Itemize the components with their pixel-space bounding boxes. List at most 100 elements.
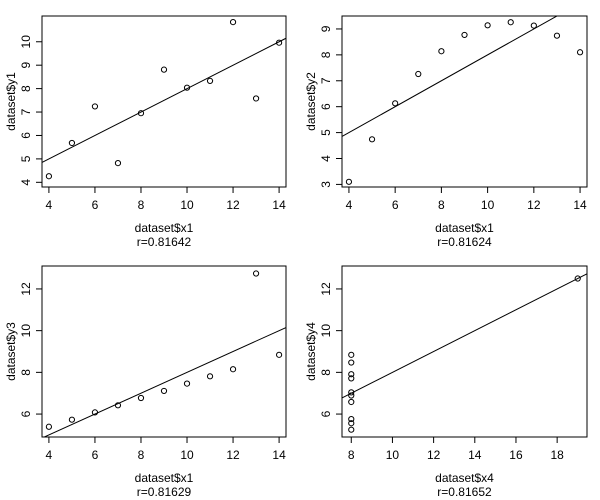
- y-tick-label: 10: [319, 324, 333, 338]
- data-point: [45, 173, 53, 180]
- y-tick-label: 7: [319, 77, 333, 84]
- data-point: [348, 375, 355, 382]
- y-tick-label: 5: [19, 155, 33, 162]
- data-point: [415, 70, 422, 78]
- y-tick-label: 8: [319, 369, 333, 376]
- y-tick-label: 10: [19, 324, 33, 338]
- x-tick-label: 4: [346, 198, 353, 212]
- data-point: [576, 49, 584, 56]
- scatter-panel-3: 4 6 8 10 12 14 6 8 10 12 dataset$x1r=0.81629 datase…: [4, 265, 287, 499]
- x-tick-label: 6: [392, 198, 399, 212]
- correlation-label: r=0.81652: [437, 485, 492, 499]
- data-point: [229, 18, 237, 26]
- x-tick-label: 4: [46, 448, 53, 462]
- x-axis-label: dataset$x4: [435, 471, 494, 485]
- x-tick-label: 14: [272, 198, 286, 212]
- data-point: [68, 139, 76, 147]
- data-point: [45, 423, 53, 430]
- x-tick-label: 16: [509, 448, 523, 462]
- x-tick-label: 10: [180, 448, 194, 462]
- x-axis-label: dataset$x1: [435, 221, 494, 235]
- x-tick-label: 8: [138, 448, 145, 462]
- y-tick-label: 5: [319, 129, 333, 136]
- plot-frame: [41, 265, 287, 438]
- data-point: [252, 95, 260, 102]
- x-tick-label: 8: [348, 448, 355, 462]
- data-point: [114, 160, 122, 167]
- x-tick-label: 10: [386, 448, 400, 462]
- x-axis-label: dataset$x1: [135, 471, 194, 485]
- x-axis-label: dataset$x1: [135, 221, 194, 235]
- x-tick-label: 10: [481, 198, 495, 212]
- data-point: [392, 100, 399, 107]
- x-tick-label: 12: [226, 448, 240, 462]
- plot-frame: [41, 15, 287, 188]
- data-point: [91, 103, 99, 110]
- x-tick-label: 14: [573, 198, 587, 212]
- y-tick-label: 12: [319, 282, 333, 296]
- y-tick-label: 8: [19, 85, 33, 92]
- data-point: [252, 270, 260, 277]
- x-tick-label: 12: [226, 198, 240, 212]
- data-point: [348, 415, 355, 423]
- plot-frame: [341, 15, 588, 188]
- x-tick-label: 12: [427, 448, 441, 462]
- data-point: [348, 426, 355, 433]
- data-point: [553, 32, 561, 39]
- x-tick-label: 8: [138, 198, 145, 212]
- regression-line: [342, 16, 558, 137]
- scatter-panel-4: 8 10 12 14 16 18 6 8 10 12 dataset$x4r=0.81652 data…: [304, 265, 588, 499]
- y-tick-label: 9: [319, 25, 333, 32]
- data-point: [275, 351, 283, 358]
- data-point: [530, 22, 537, 29]
- data-point: [137, 394, 145, 402]
- data-point: [206, 77, 214, 84]
- y-tick-label: 6: [319, 410, 333, 417]
- y-tick-label: 4: [19, 179, 33, 186]
- data-point: [574, 275, 581, 282]
- y-tick-label: 6: [19, 410, 33, 417]
- y-tick-label: 8: [19, 369, 33, 376]
- y-axis-label: dataset$y2: [304, 72, 318, 131]
- x-tick-label: 18: [550, 448, 564, 462]
- data-point: [507, 19, 514, 26]
- data-point: [183, 380, 191, 387]
- x-tick-label: 14: [468, 448, 482, 462]
- x-tick-label: 6: [92, 198, 99, 212]
- x-tick-label: 6: [92, 448, 99, 462]
- y-tick-label: 8: [319, 51, 333, 58]
- y-tick-label: 7: [19, 108, 33, 115]
- plot-frame: [341, 265, 588, 438]
- data-point: [348, 398, 355, 406]
- regression-line: [342, 273, 587, 399]
- data-point: [68, 416, 76, 423]
- data-point: [348, 420, 355, 427]
- data-point: [438, 48, 445, 55]
- y-tick-label: 3: [319, 181, 333, 188]
- data-point: [348, 359, 355, 366]
- y-tick-label: 12: [19, 282, 33, 296]
- y-tick-label: 6: [19, 132, 33, 139]
- scatter-panel-1: 4 6 8 10 12 14 4 5 6 7 8 9 10 dataset$x1r=0.81642 data…: [4, 15, 287, 249]
- data-point: [484, 22, 491, 29]
- data-point: [160, 387, 168, 395]
- y-axis-label: dataset$y4: [304, 322, 318, 381]
- data-point: [229, 366, 237, 373]
- y-tick-label: 10: [19, 35, 33, 49]
- regression-line: [43, 327, 286, 437]
- y-tick-label: 6: [319, 103, 333, 110]
- data-point: [345, 178, 353, 185]
- x-tick-label: 14: [272, 448, 286, 462]
- x-tick-label: 8: [438, 198, 445, 212]
- data-point: [348, 351, 355, 358]
- y-axis-label: dataset$y3: [4, 322, 18, 381]
- data-point: [368, 136, 376, 143]
- y-axis-label: dataset$y1: [4, 72, 18, 131]
- correlation-label: r=0.81629: [137, 485, 192, 499]
- y-tick-label: 4: [319, 155, 333, 162]
- x-tick-label: 12: [527, 198, 541, 212]
- data-point: [160, 66, 168, 73]
- data-point: [206, 373, 214, 380]
- regression-line: [42, 37, 286, 163]
- x-tick-label: 10: [180, 198, 194, 212]
